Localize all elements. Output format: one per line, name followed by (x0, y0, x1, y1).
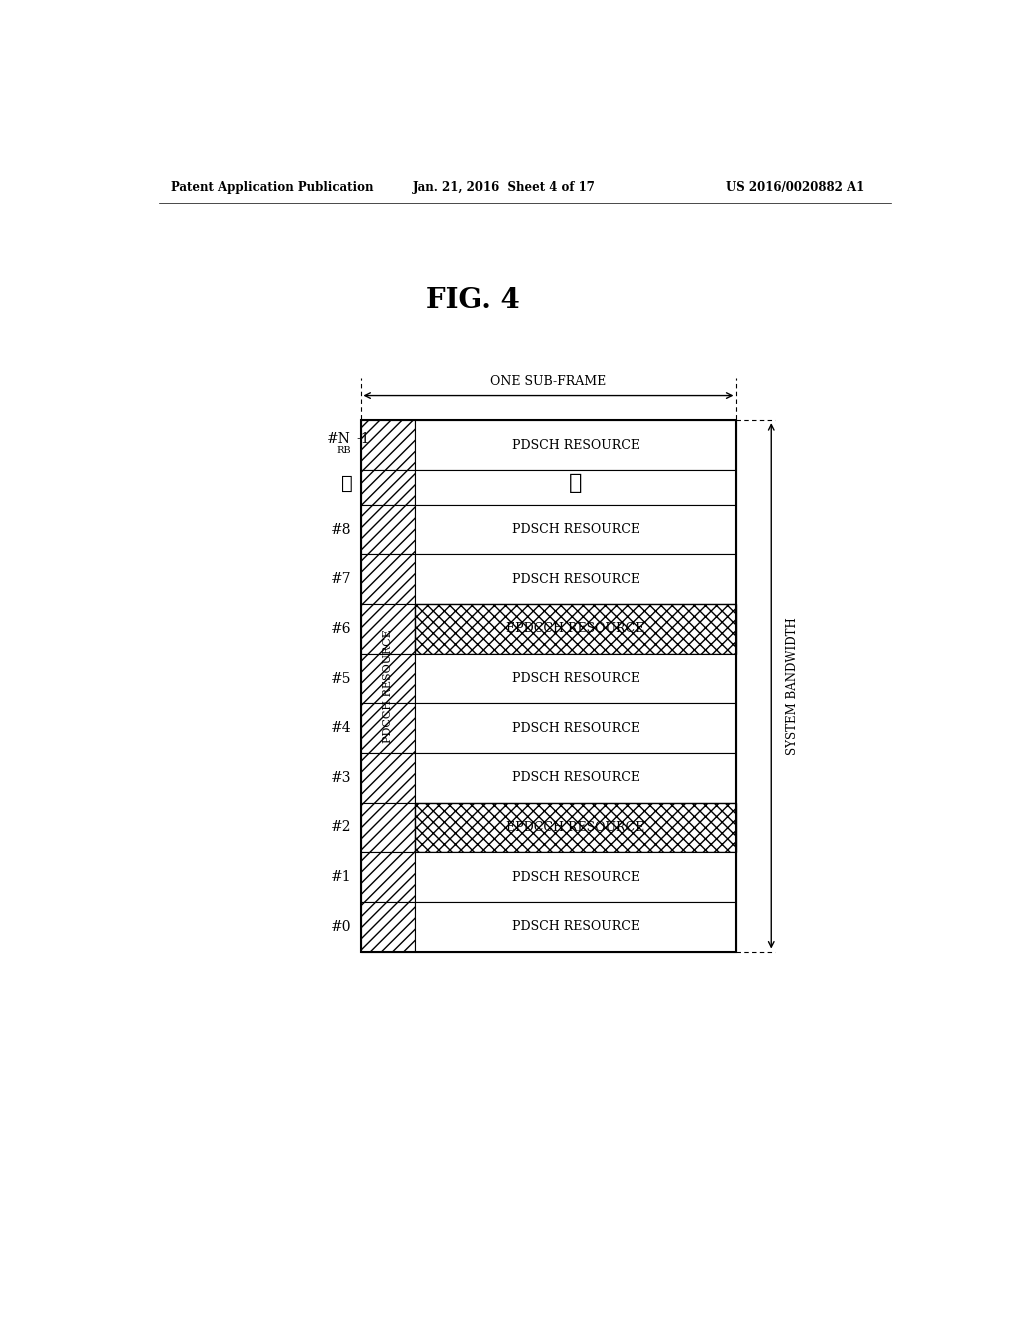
Text: #3: #3 (331, 771, 351, 785)
Text: #7: #7 (331, 573, 351, 586)
Bar (415, 752, 736, 803)
Text: #4: #4 (331, 721, 351, 735)
Bar (360, 504, 415, 554)
Bar (360, 704, 415, 752)
Bar (360, 470, 415, 504)
Text: Patent Application Publication: Patent Application Publication (171, 181, 373, 194)
Bar (415, 803, 736, 853)
Text: PDSCH RESOURCE: PDSCH RESOURCE (512, 672, 640, 685)
Text: PDCCH RESOURCE: PDCCH RESOURCE (383, 628, 392, 743)
Bar (360, 752, 415, 803)
Bar (415, 504, 736, 554)
Text: #2: #2 (331, 821, 351, 834)
Bar (360, 605, 415, 653)
Text: FIG. 4: FIG. 4 (426, 288, 520, 314)
Text: #N: #N (328, 432, 351, 446)
Text: PDSCH RESOURCE: PDSCH RESOURCE (512, 871, 640, 883)
Text: PDSCH RESOURCE: PDSCH RESOURCE (512, 438, 640, 451)
Bar (360, 853, 415, 902)
Text: RB: RB (337, 446, 351, 454)
Bar (360, 554, 415, 605)
Text: US 2016/0020882 A1: US 2016/0020882 A1 (726, 181, 864, 194)
Text: ⋮: ⋮ (341, 474, 352, 492)
Text: EPDCCH RESOURCE: EPDCCH RESOURCE (507, 821, 645, 834)
Text: #1: #1 (331, 870, 351, 884)
Text: PDSCH RESOURCE: PDSCH RESOURCE (512, 722, 640, 735)
Text: PDSCH RESOURCE: PDSCH RESOURCE (512, 523, 640, 536)
Bar (360, 653, 415, 704)
Bar (415, 704, 736, 752)
Text: PDSCH RESOURCE: PDSCH RESOURCE (512, 920, 640, 933)
Text: #5: #5 (331, 672, 351, 685)
Bar (415, 605, 736, 653)
Bar (360, 420, 415, 470)
Text: Jan. 21, 2016  Sheet 4 of 17: Jan. 21, 2016 Sheet 4 of 17 (413, 181, 595, 194)
Bar (415, 420, 736, 470)
Text: #0: #0 (331, 920, 351, 933)
Bar (415, 902, 736, 952)
Text: -1: -1 (356, 432, 371, 446)
Text: #8: #8 (331, 523, 351, 537)
Bar (360, 420, 736, 952)
Bar (415, 653, 736, 704)
Bar (415, 470, 736, 504)
Text: PDSCH RESOURCE: PDSCH RESOURCE (512, 771, 640, 784)
Text: #6: #6 (331, 622, 351, 636)
Text: SYSTEM BANDWIDTH: SYSTEM BANDWIDTH (786, 616, 800, 755)
Bar (415, 554, 736, 605)
Bar (415, 853, 736, 902)
Bar (360, 803, 415, 853)
Text: ⋮: ⋮ (569, 473, 583, 495)
Text: EPDCCH RESOURCE: EPDCCH RESOURCE (507, 623, 645, 635)
Text: PDSCH RESOURCE: PDSCH RESOURCE (512, 573, 640, 586)
Bar (360, 902, 415, 952)
Text: ONE SUB-FRAME: ONE SUB-FRAME (490, 375, 606, 388)
